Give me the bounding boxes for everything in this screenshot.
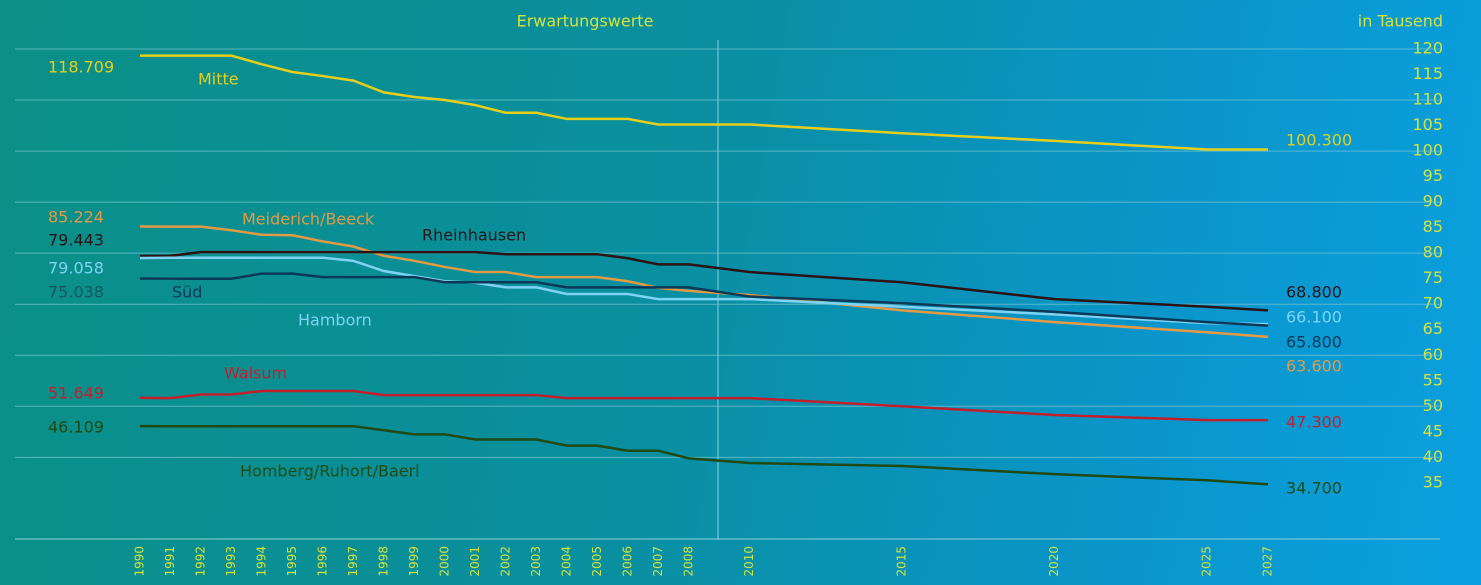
x-tick-label: 1997 [346,546,360,577]
x-tick-label: 1992 [193,546,207,577]
y-tick-label: 85 [1423,217,1443,236]
series-name: Süd [172,283,202,302]
y-tick-label: 50 [1423,396,1443,415]
x-tick-label: 2003 [529,546,543,577]
x-tick-label: 1995 [285,546,299,577]
series-line [139,54,1268,151]
x-tick-label: 2010 [742,546,756,577]
x-tick-label: 2007 [651,546,665,577]
x-tick-label: 2000 [437,546,451,577]
start-value-label: 85.224 [48,208,104,227]
end-value-label: 66.100 [1286,308,1342,327]
y-tick-label: 65 [1423,319,1443,338]
y-tick-label: 35 [1423,472,1443,491]
series-line [139,256,1269,326]
y-tick-label: 95 [1423,166,1443,185]
x-tick-label: 1991 [163,546,177,577]
start-value-label: 79.443 [48,231,104,250]
end-value-label: 34.700 [1286,479,1342,498]
x-tick-label: 1990 [133,546,147,577]
y-tick-label: 45 [1423,421,1443,440]
x-tick-label: 2002 [498,546,512,577]
x-tick-label: 1993 [224,546,238,577]
y-tick-label: 75 [1423,268,1443,287]
y-tick-label: 70 [1423,294,1443,313]
start-value-label: 79.058 [48,259,104,278]
series-name: Meiderich/Beeck [242,210,375,229]
x-tick-label: 1998 [376,546,390,577]
unit-label: in Tausend [1358,12,1443,31]
series-name: Homberg/Ruhort/Baerl [240,462,420,481]
x-tick-label: 2027 [1261,546,1275,577]
series-line [139,389,1268,422]
x-tick-label: 2020 [1047,546,1061,577]
series-name: Walsum [224,364,287,383]
x-tick-label: 2025 [1200,546,1214,577]
series-line [139,250,1269,312]
y-tick-label: 110 [1412,90,1443,109]
x-tick-label: 2001 [468,546,482,577]
start-value-label: 75.038 [48,283,104,302]
x-tick-label: 1999 [407,546,421,577]
y-tick-label: 100 [1412,141,1443,160]
end-value-label: 65.800 [1286,333,1342,352]
x-tick-label: 1994 [254,546,268,577]
y-tick-label: 115 [1412,64,1443,83]
start-value-label: 46.109 [48,418,104,437]
end-value-label: 47.300 [1286,413,1342,432]
start-value-label: 51.649 [48,384,104,403]
y-tick-label: 40 [1423,447,1443,466]
end-value-label: 68.800 [1286,283,1342,302]
x-tick-label: 2015 [895,546,909,577]
x-tick-label: 2006 [620,546,634,577]
y-tick-label: 80 [1423,243,1443,262]
y-tick-label: 90 [1423,192,1443,211]
series-line [139,424,1269,486]
x-tick-label: 2004 [559,546,573,577]
end-value-label: 100.300 [1286,131,1352,150]
x-tick-label: 1996 [315,546,329,577]
series-name: Rheinhausen [422,226,526,245]
series-line [139,272,1269,327]
y-tick-label: 120 [1412,39,1443,58]
series-name: Hamborn [298,311,372,330]
chart-title: Erwartungswerte [517,12,654,31]
y-tick-label: 60 [1423,345,1443,364]
end-value-label: 63.600 [1286,357,1342,376]
y-tick-label: 105 [1412,115,1443,134]
series-name: Mitte [198,70,239,89]
start-value-label: 118.709 [48,58,114,77]
y-tick-label: 55 [1423,370,1443,389]
x-tick-label: 2005 [590,546,604,577]
x-tick-label: 2008 [681,546,695,577]
